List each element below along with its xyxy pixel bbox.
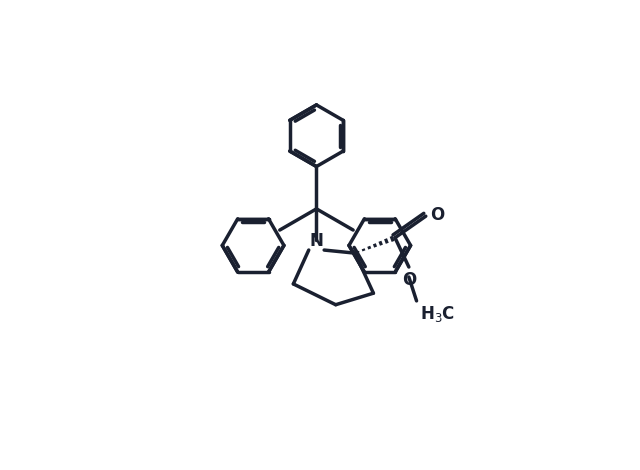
Text: N: N [310,232,323,250]
Text: O: O [429,206,444,224]
Text: O: O [403,271,417,289]
Text: H$_3$C: H$_3$C [420,304,455,324]
